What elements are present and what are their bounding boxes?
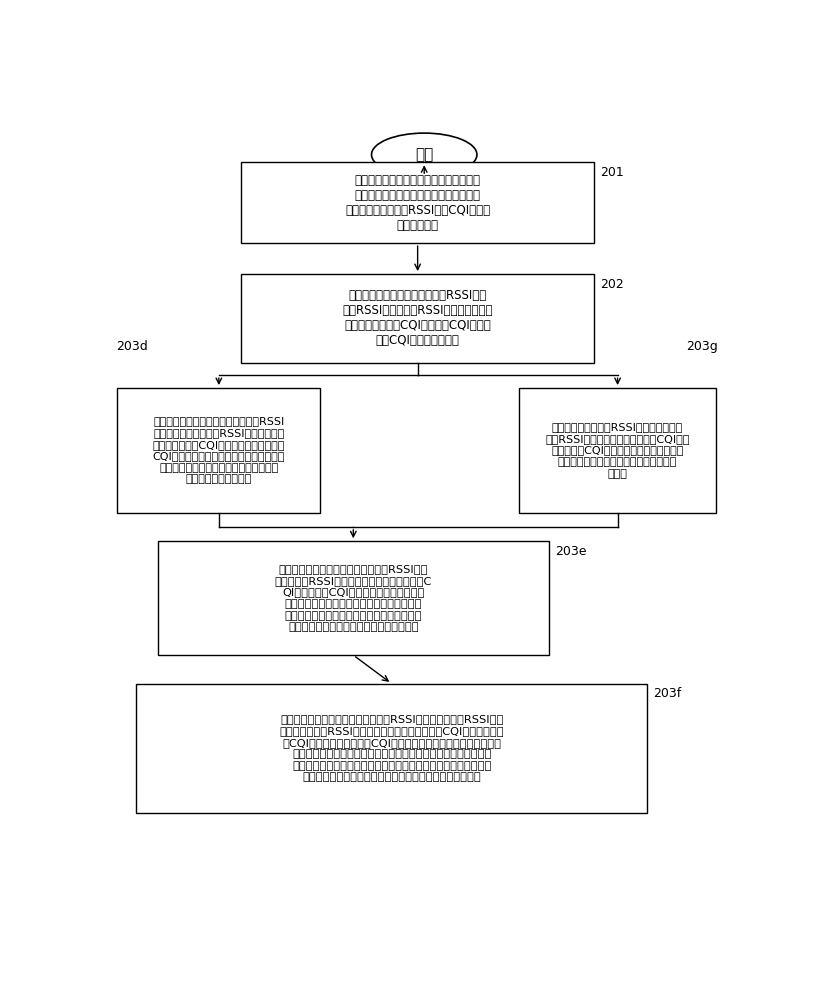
Text: 所述处理器判断所述当前检测的RSSI值与
第一RSSI阈值、第二RSSI阈值的大小关系
，所述当前检测的CQI值与第一CQI阈值、
第二CQI阈值的大小关系: 所述处理器判断所述当前检测的RSSI值与 第一RSSI阈值、第二RSSI阈值的大… — [342, 289, 493, 347]
Text: 203d: 203d — [116, 340, 147, 353]
Text: 202: 202 — [600, 278, 624, 291]
Text: 如果所述当前检测的RSSI值大于等于所述
第一RSSI阈值，且所述当前检测的CQI值小
于所述第二CQI阈值，所述处理器确定无线
终端的射频模块的天线收到的信号: 如果所述当前检测的RSSI值大于等于所述 第一RSSI阈值，且所述当前检测的CQ… — [545, 422, 690, 479]
FancyBboxPatch shape — [136, 684, 648, 813]
FancyBboxPatch shape — [117, 388, 320, 513]
Text: 开始: 开始 — [415, 147, 433, 162]
Text: 203f: 203f — [653, 687, 682, 700]
Text: 如果所述处理器确定所述当前检测的RSSI值小
于所述第二RSSI阈值，且确定所述当前检测的C
QI值小于第二CQI阈值，所述处理器确定所
述无线终端的所述射频模: 如果所述处理器确定所述当前检测的RSSI值小 于所述第二RSSI阈值，且确定所述… — [275, 564, 432, 632]
Text: 如果所述处理器确定所述当前检测的RSSI值大于所述第二RSSI阈值
但小于所述第一RSSI阈值，且确定所述当前检测的CQI值大于所述第
二CQI阈值但小于所述第: 如果所述处理器确定所述当前检测的RSSI值大于所述第二RSSI阈值 但小于所述第… — [280, 714, 504, 782]
FancyBboxPatch shape — [241, 162, 594, 243]
FancyBboxPatch shape — [158, 541, 549, 655]
FancyBboxPatch shape — [241, 274, 594, 363]
Ellipse shape — [371, 133, 477, 176]
Text: 203e: 203e — [555, 545, 586, 558]
Text: 如果所述处理器确定所述当前检测的RSSI
值大于或等于所述第一RSSI阈值，且确定
所述当前检测的CQI值大于或等于所述第一
CQI阈值，所述处理器确定所述无线: 如果所述处理器确定所述当前检测的RSSI 值大于或等于所述第一RSSI阈值，且确… — [153, 416, 285, 484]
Text: 无线终端的调制解调器检测射频模块工作
时的无线接收信号的信号质量以及信号强
度，获取当前检测的RSSI值和CQI值，并
发送给处理器: 无线终端的调制解调器检测射频模块工作 时的无线接收信号的信号质量以及信号强 度，… — [345, 174, 490, 232]
FancyBboxPatch shape — [519, 388, 716, 513]
Text: 203g: 203g — [686, 340, 718, 353]
Text: 201: 201 — [600, 166, 624, 179]
